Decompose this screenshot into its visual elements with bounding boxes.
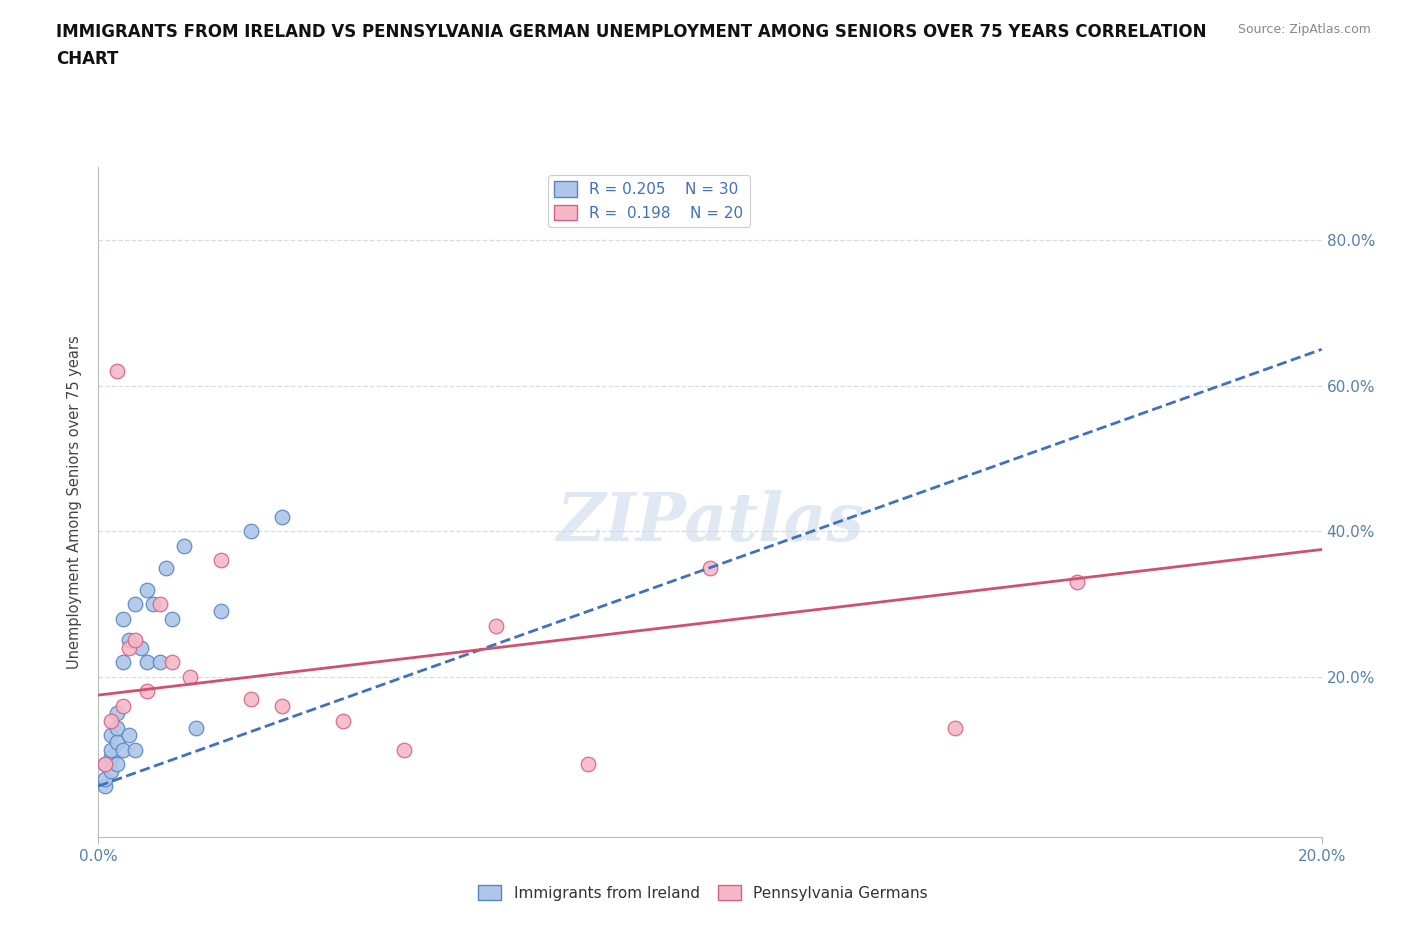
Point <box>160 611 183 626</box>
Y-axis label: Unemployment Among Seniors over 75 years: Unemployment Among Seniors over 75 years <box>67 336 83 669</box>
Point <box>124 597 146 612</box>
Point <box>136 684 159 698</box>
Point <box>149 655 172 670</box>
Point <box>105 706 128 721</box>
Point <box>124 742 146 757</box>
Text: Source: ZipAtlas.com: Source: ZipAtlas.com <box>1237 23 1371 36</box>
Point <box>111 611 134 626</box>
Point <box>100 727 122 742</box>
Point <box>118 633 141 648</box>
Point <box>173 538 195 553</box>
Point <box>100 750 122 764</box>
Point <box>155 560 177 575</box>
Point <box>160 655 183 670</box>
Point <box>93 771 115 786</box>
Point <box>105 364 128 379</box>
Point <box>270 510 292 525</box>
Point <box>118 727 141 742</box>
Point <box>129 641 152 656</box>
Legend: Immigrants from Ireland, Pennsylvania Germans: Immigrants from Ireland, Pennsylvania Ge… <box>472 879 934 907</box>
Point <box>93 757 115 772</box>
Point <box>105 735 128 750</box>
Point <box>943 721 966 736</box>
Point <box>118 641 141 656</box>
Point <box>1066 575 1088 590</box>
Point <box>100 764 122 779</box>
Point <box>93 757 115 772</box>
Point <box>100 713 122 728</box>
Point <box>100 742 122 757</box>
Point <box>179 670 201 684</box>
Point <box>136 655 159 670</box>
Point <box>142 597 165 612</box>
Point <box>149 597 172 612</box>
Point <box>699 560 721 575</box>
Point <box>136 582 159 597</box>
Point <box>209 604 232 618</box>
Text: IMMIGRANTS FROM IRELAND VS PENNSYLVANIA GERMAN UNEMPLOYMENT AMONG SENIORS OVER 7: IMMIGRANTS FROM IRELAND VS PENNSYLVANIA … <box>56 23 1206 68</box>
Point <box>111 698 134 713</box>
Point <box>240 691 263 706</box>
Point <box>392 742 416 757</box>
Point <box>111 655 134 670</box>
Point <box>209 553 232 568</box>
Point <box>186 721 208 736</box>
Point <box>105 757 128 772</box>
Point <box>93 778 115 793</box>
Point <box>576 757 599 772</box>
Point <box>105 721 128 736</box>
Point <box>485 618 508 633</box>
Point <box>111 742 134 757</box>
Text: ZIPatlas: ZIPatlas <box>557 490 863 555</box>
Legend: R = 0.205    N = 30, R =  0.198    N = 20: R = 0.205 N = 30, R = 0.198 N = 20 <box>548 175 749 227</box>
Point <box>332 713 354 728</box>
Point <box>270 698 292 713</box>
Point <box>124 633 146 648</box>
Point <box>240 524 263 538</box>
